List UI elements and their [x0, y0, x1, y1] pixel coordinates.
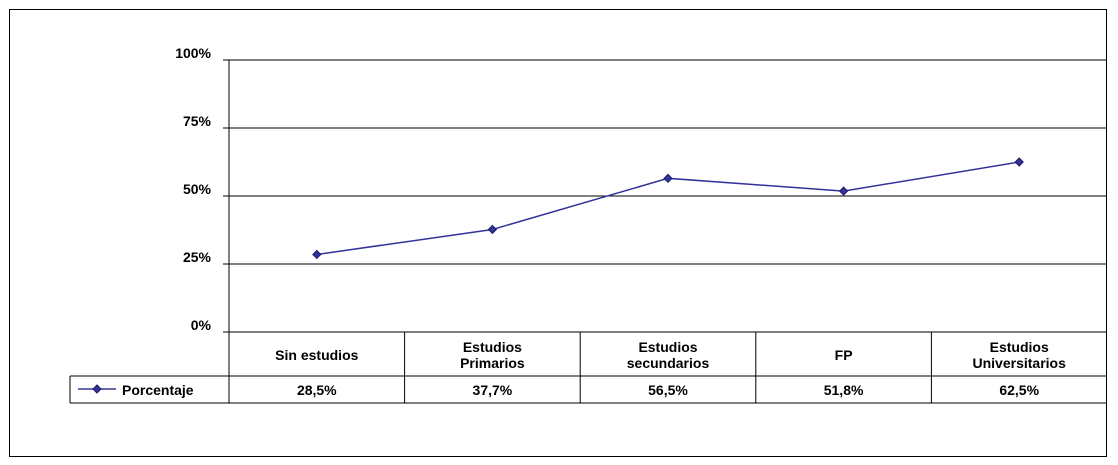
- data-point-marker: [838, 186, 849, 196]
- y-tick-label: 0%: [191, 317, 212, 333]
- category-label: Estudios: [990, 339, 1049, 355]
- category-label: Primarios: [460, 355, 525, 371]
- data-table-value: 62,5%: [999, 382, 1039, 398]
- category-label: FP: [835, 347, 853, 363]
- data-point-marker: [487, 224, 498, 235]
- category-label: Estudios: [463, 339, 522, 355]
- y-tick-label: 75%: [183, 113, 212, 129]
- category-label: secundarios: [627, 355, 710, 371]
- data-table-value: 56,5%: [648, 382, 688, 398]
- y-tick-label: 25%: [183, 249, 212, 265]
- data-point-marker: [312, 249, 322, 260]
- data-point-marker: [663, 173, 673, 184]
- data-table-value: 37,7%: [473, 382, 513, 398]
- legend-marker: [92, 384, 102, 394]
- data-point-marker: [1014, 157, 1024, 167]
- category-label: Sin estudios: [275, 347, 358, 363]
- y-tick-label: 100%: [175, 45, 211, 61]
- chart-frame: 0% 25% 50% 75% 100% Sin estudios Estudios Prima…: [9, 9, 1107, 457]
- y-tick-label: 50%: [183, 181, 212, 197]
- line-chart: 0%25%50%75%100%Sin estudios EstudiosPrima…: [69, 45, 1107, 404]
- category-label: Universitarios: [973, 355, 1067, 371]
- category-label: Estudios: [638, 339, 697, 355]
- legend-label: Porcentaje: [122, 382, 194, 398]
- data-table-value: 28,5%: [297, 382, 337, 398]
- data-table-value: 51,8%: [824, 382, 864, 398]
